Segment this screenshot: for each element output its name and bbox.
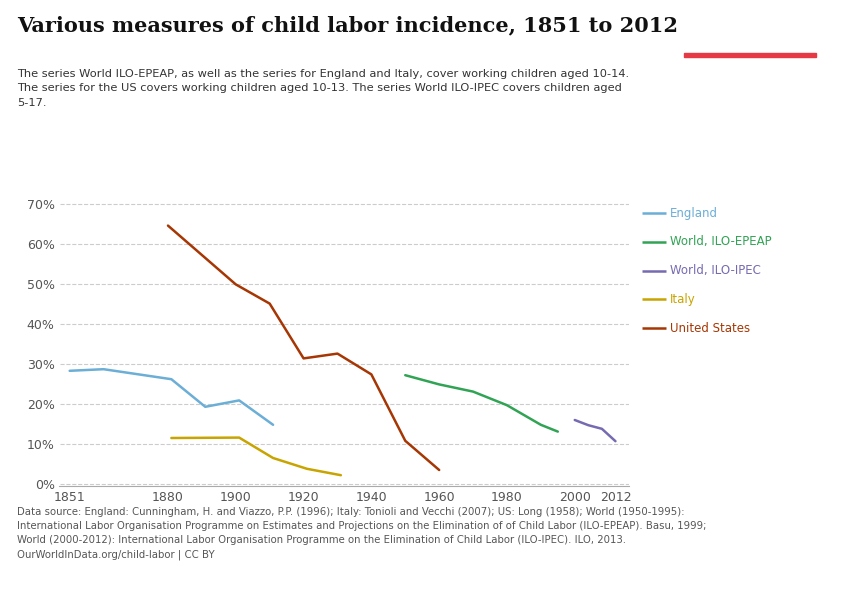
Text: Various measures of child labor incidence, 1851 to 2012: Various measures of child labor incidenc… [17,15,678,35]
Text: England: England [670,206,717,220]
Text: in Data: in Data [728,38,772,47]
Text: World, ILO-EPEAP: World, ILO-EPEAP [670,235,772,248]
Text: United States: United States [670,322,750,335]
Text: Italy: Italy [670,293,695,306]
Text: The series World ILO-EPEAP, as well as the series for England and Italy, cover w: The series World ILO-EPEAP, as well as t… [17,69,629,108]
Bar [684,53,816,57]
Text: Our World: Our World [720,22,779,31]
Text: Data source: England: Cunningham, H. and Viazzo, P.P. (1996); Italy: Tonioli and: Data source: England: Cunningham, H. and… [17,507,706,559]
Text: World, ILO-IPEC: World, ILO-IPEC [670,264,761,277]
